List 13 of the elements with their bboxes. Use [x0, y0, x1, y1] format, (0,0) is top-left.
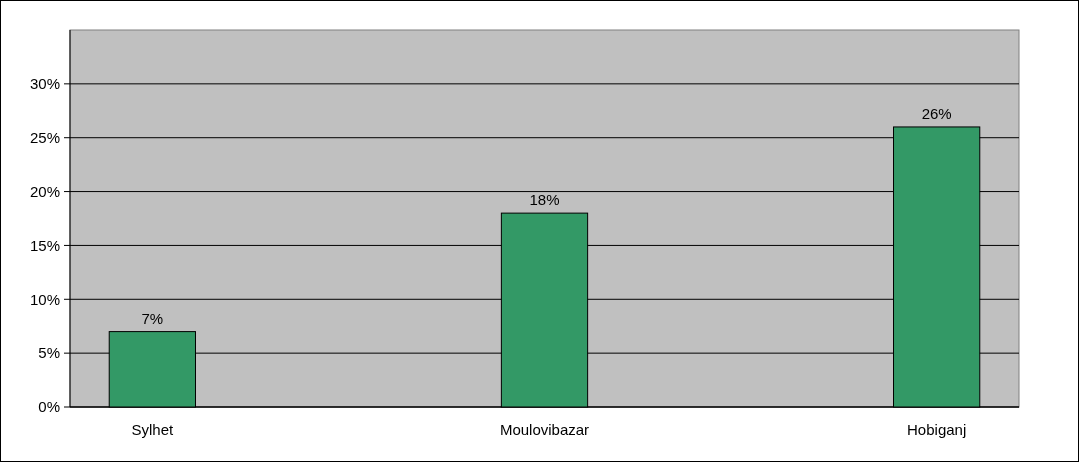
data-label: 7% — [141, 309, 164, 327]
y-tick-label: 10% — [29, 290, 60, 308]
y-tick-label: 15% — [29, 236, 60, 254]
y-tick-label: 5% — [38, 344, 60, 362]
data-label: 18% — [529, 191, 560, 209]
y-tick-label: 20% — [29, 182, 60, 200]
x-tick-label: Sylhet — [131, 421, 175, 438]
x-tick-label: Moulovibazar — [499, 421, 590, 438]
y-tick-label: 30% — [29, 75, 60, 93]
y-tick-label: 25% — [29, 128, 60, 146]
x-tick-label: Hobiganj — [907, 421, 967, 438]
y-tick-label: 0% — [38, 398, 60, 416]
data-label: 26% — [921, 104, 952, 122]
